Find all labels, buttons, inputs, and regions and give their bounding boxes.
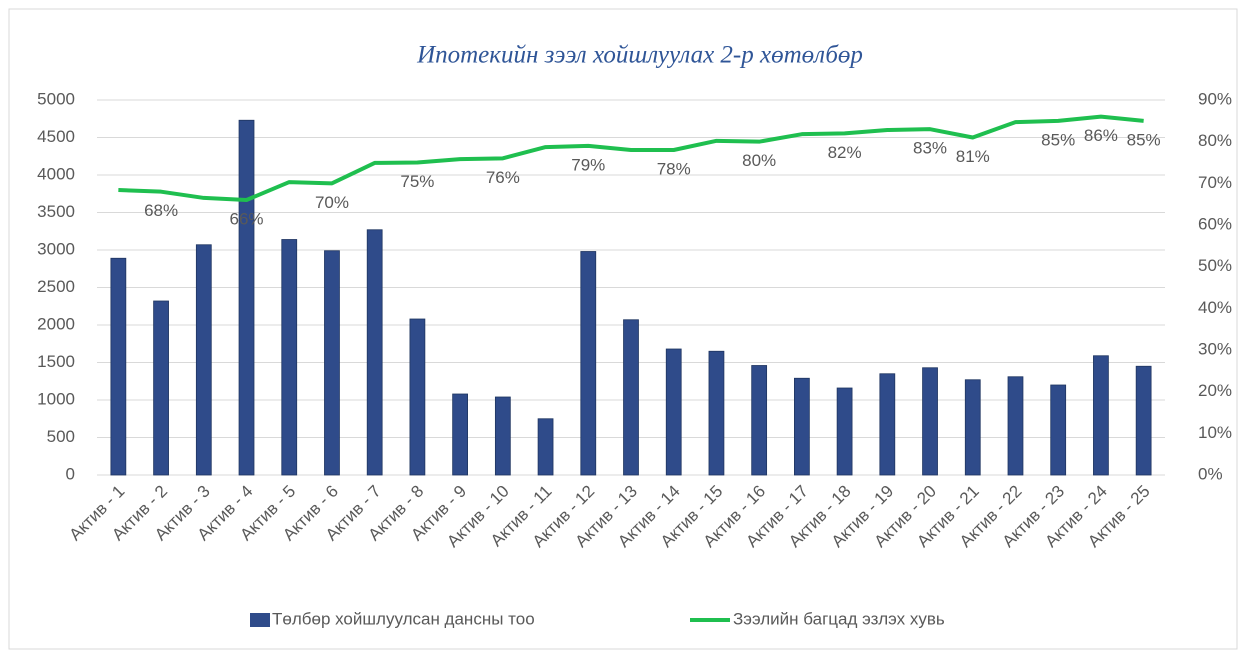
y-tick-label: 2000 [37,314,75,333]
data-label: 75% [400,172,434,191]
y2-tick-label: 80% [1198,131,1232,150]
y2-tick-label: 50% [1198,256,1232,275]
y-tick-label: 2500 [37,277,75,296]
data-label: 78% [657,159,691,178]
bar [153,300,169,476]
bar [110,257,127,476]
line [118,114,1144,202]
bar [195,244,212,476]
y2-tick-label: 40% [1198,298,1232,317]
bar [964,379,981,476]
legend-swatch [250,613,270,627]
y-tick-label: 5000 [37,89,75,108]
y2-tick-label: 90% [1198,89,1232,108]
data-label: 80% [742,151,776,170]
bar [708,350,725,476]
y2-tick-label: 70% [1198,173,1232,192]
y-tick-label: 4500 [37,127,75,146]
y2-tick-label: 10% [1198,423,1232,442]
bar [665,348,682,476]
bar [366,229,383,476]
bar [836,387,853,476]
bar [623,319,639,476]
bar [1007,376,1024,476]
y-tick-label: 1500 [37,352,75,371]
data-label: 66% [230,209,264,228]
y-tick-label: 3000 [37,239,75,258]
bar [1093,355,1109,476]
bar [580,251,597,476]
y2-tick-label: 20% [1198,381,1232,400]
y2-tick-label: 0% [1198,464,1223,483]
legend-label: Зээлийн багцад эзлэх хувь [733,609,945,628]
legend-label: Төлбөр хойшлуулсан дансны тоо [272,609,535,628]
bar [452,393,468,476]
y2-tick-label: 60% [1198,214,1232,233]
bar [922,367,938,476]
y-tick-label: 3500 [37,202,75,221]
y-tick-label: 4000 [37,164,75,183]
data-label: 76% [486,168,520,187]
bar [494,396,511,476]
bar [324,250,340,476]
data-label: 83% [913,139,947,158]
bar [794,377,810,476]
data-label: 81% [956,147,990,166]
bar [537,418,554,476]
y-tick-label: 500 [47,427,75,446]
bar [879,373,896,476]
chart-border [8,8,1238,650]
chart-title: Ипотекийн зээл хойшлуулах 2-р хөтөлбөр [416,42,863,69]
bar [281,239,298,476]
bar [1050,384,1067,476]
data-label: 85% [1041,130,1075,149]
data-label: 82% [828,143,862,162]
data-label: 70% [315,193,349,212]
bar [751,365,768,476]
data-label: 85% [1127,130,1161,149]
data-label: 68% [144,201,178,220]
bar [238,119,255,476]
y2-tick-label: 30% [1198,339,1232,358]
data-label: 79% [571,155,605,174]
data-label: 86% [1084,126,1118,145]
bar [1135,365,1152,476]
y-tick-label: 1000 [37,389,75,408]
y-tick-label: 0 [66,464,75,483]
bar [409,318,426,476]
